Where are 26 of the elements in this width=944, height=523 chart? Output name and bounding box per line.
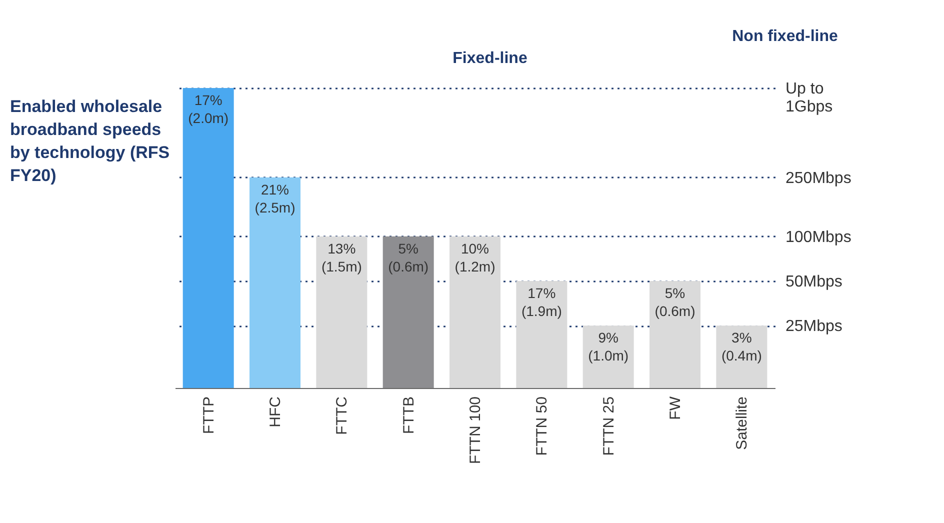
x-tick-label: FTTB bbox=[400, 396, 418, 434]
y-tick-label: 50Mbps bbox=[786, 274, 842, 291]
y-tick-label: 250Mbps bbox=[786, 170, 852, 187]
x-tick-label: FTTP bbox=[200, 396, 218, 434]
annotation: 10% (1.2m) bbox=[454, 240, 496, 274]
annotation: 9% (1.0m) bbox=[588, 330, 629, 364]
text: Fixed-line bbox=[452, 50, 528, 68]
annotation: 3% (0.4m) bbox=[721, 330, 762, 364]
annotation: 21% (2.5m) bbox=[254, 181, 296, 216]
annotation: 5% (0.6m) bbox=[654, 285, 696, 320]
y-tick-label: 100Mbps bbox=[786, 228, 852, 246]
annotation: 5% (0.6m) bbox=[388, 240, 429, 274]
x-tick-label: FTTN 50 bbox=[534, 396, 551, 456]
text: Non fixed-line bbox=[731, 28, 839, 46]
x-tick-label: FTTC bbox=[334, 396, 351, 435]
x-tick-label: FW bbox=[667, 396, 684, 420]
annotation: 13% (1.5m) bbox=[321, 240, 362, 274]
y-tick-label: 25Mbps bbox=[786, 318, 842, 336]
x-tick-label: FTTN 25 bbox=[600, 396, 618, 456]
annotation: 17% (1.9m) bbox=[521, 285, 562, 320]
annotation: 17% (2.0m) bbox=[188, 92, 229, 126]
text: Enabled wholesale broadband speeds by technology (RFS FY20) bbox=[10, 96, 170, 187]
y-tick-label: Up to 1Gbps bbox=[786, 80, 833, 116]
x-tick-label: Satellite bbox=[734, 396, 751, 450]
x-tick-label: HFC bbox=[267, 396, 284, 428]
x-tick-label: FTTN 100 bbox=[467, 396, 484, 464]
